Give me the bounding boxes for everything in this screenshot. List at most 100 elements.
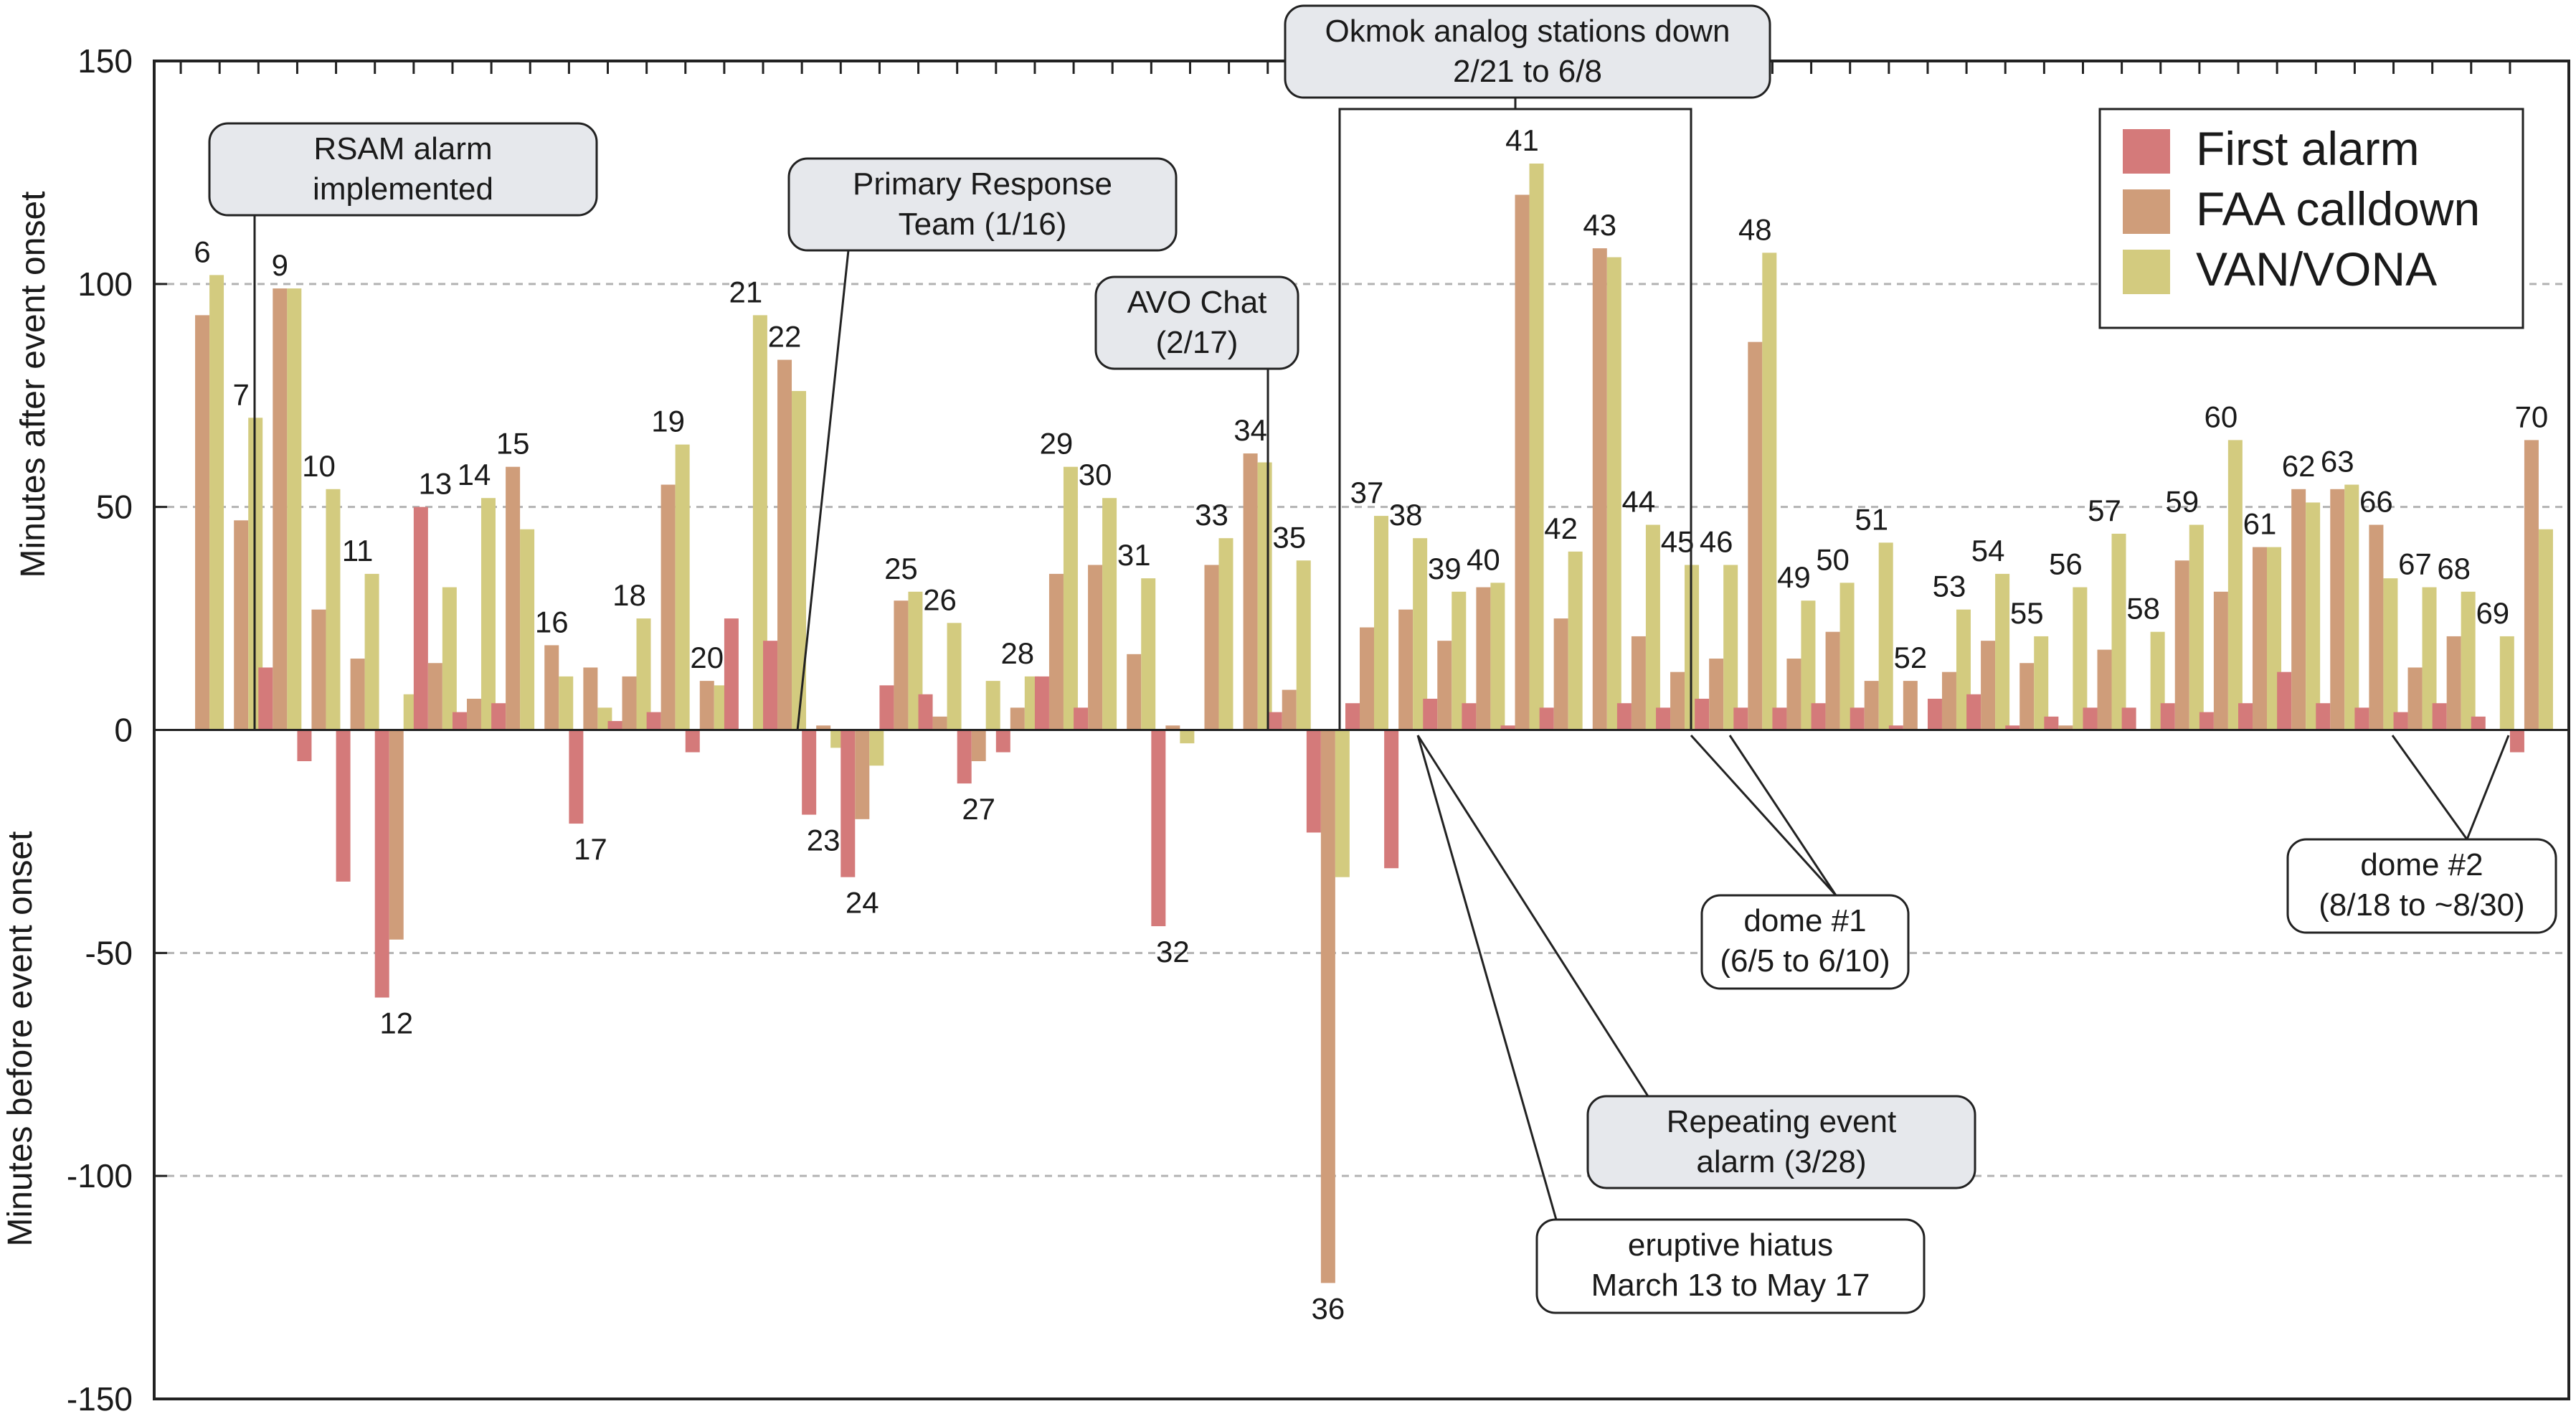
- event-label: 68: [2437, 552, 2471, 585]
- callout-repeat-text: Repeating event: [1667, 1104, 1896, 1139]
- bar-first-alarm-22: [763, 641, 778, 730]
- bar-van-vona-54: [1995, 573, 2010, 730]
- bar-faa-calldown-36: [1320, 730, 1335, 1283]
- bar-first-alarm-12: [374, 730, 389, 998]
- bar-van-vona-19: [675, 444, 690, 730]
- bar-first-alarm-21: [724, 618, 739, 730]
- bar-faa-calldown-56: [2058, 725, 2073, 730]
- callout-hiatus: [1535, 1218, 1926, 1314]
- bar-first-alarm-37: [1345, 703, 1360, 730]
- bar-first-alarm-49: [1772, 707, 1787, 730]
- bar-van-vona-41: [1529, 163, 1544, 730]
- y-tick-label: 100: [77, 265, 133, 303]
- bar-faa-calldown-9: [273, 288, 288, 730]
- bar-first-alarm-14: [452, 712, 467, 730]
- bar-first-alarm-18: [607, 721, 622, 730]
- bar-van-vona-68: [2461, 591, 2476, 730]
- bar-van-vona-55: [2034, 636, 2049, 730]
- callout-hiatus-text: March 13 to May 17: [1591, 1268, 1870, 1303]
- event-label: 28: [1000, 636, 1034, 670]
- event-label: 48: [1738, 212, 1772, 246]
- event-label: 43: [1583, 208, 1616, 242]
- bar-first-alarm-24: [840, 730, 856, 877]
- callout-okmok-text: 2/21 to 6/8: [1453, 54, 1602, 89]
- bar-van-vona-13: [442, 587, 457, 730]
- bar-first-alarm-28: [995, 730, 1010, 753]
- bar-faa-calldown-32: [1165, 725, 1180, 730]
- event-label: 18: [612, 578, 646, 612]
- gridlines: [154, 283, 2569, 1177]
- event-label: 49: [1777, 560, 1811, 594]
- bar-faa-calldown-14: [466, 698, 481, 730]
- bar-faa-calldown-51: [1864, 681, 1879, 730]
- bar-van-vona-69: [2499, 636, 2514, 730]
- bar-faa-calldown-43: [1592, 248, 1607, 730]
- bar-faa-calldown-17: [583, 667, 598, 730]
- bar-van-vona-70: [2538, 529, 2553, 730]
- event-label: 20: [690, 641, 724, 674]
- bar-van-vona-15: [520, 529, 535, 730]
- event-label: 54: [1971, 534, 2005, 567]
- bar-van-vona-40: [1490, 583, 1505, 730]
- event-label: 26: [923, 583, 957, 616]
- bar-first-alarm-10: [297, 730, 312, 762]
- event-label: 38: [1389, 498, 1423, 532]
- event-label: 61: [2243, 507, 2277, 541]
- bar-first-alarm-19: [646, 712, 661, 730]
- event-label: 59: [2165, 485, 2199, 519]
- event-label: 32: [1156, 935, 1190, 968]
- bar-van-vona-60: [2227, 440, 2243, 730]
- event-label: 25: [884, 552, 918, 585]
- bar-faa-calldown-67: [2407, 667, 2423, 730]
- callout-hiatus-text: eruptive hiatus: [1628, 1227, 1833, 1263]
- callout-leader: [1416, 735, 1649, 1097]
- event-label: 24: [846, 886, 879, 920]
- bar-first-alarm-56: [2044, 716, 2059, 730]
- bar-van-vona-18: [636, 618, 651, 730]
- bar-first-alarm-51: [1850, 707, 1865, 730]
- bar-faa-calldown-45: [1670, 671, 1685, 730]
- bar-first-alarm-35: [1267, 712, 1282, 730]
- event-label: 58: [2126, 592, 2160, 626]
- event-label: 41: [1505, 123, 1539, 157]
- bar-van-vona-26: [947, 623, 962, 730]
- bar-faa-calldown-62: [2291, 489, 2306, 730]
- callout-prt-text: Primary Response: [853, 166, 1112, 202]
- bar-van-vona-21: [752, 315, 767, 730]
- callout-dome2-text: dome #2: [2360, 847, 2483, 882]
- bar-van-vona-57: [2111, 533, 2126, 730]
- bar-van-vona-10: [326, 489, 341, 730]
- event-label: 10: [302, 449, 336, 483]
- bar-first-alarm-13: [413, 506, 428, 730]
- event-label: 52: [1893, 641, 1927, 674]
- bar-first-alarm-32: [1151, 730, 1166, 927]
- bar-first-alarm-59: [2160, 703, 2175, 730]
- bar-faa-calldown-44: [1631, 636, 1646, 730]
- bar-first-alarm-36: [1306, 730, 1321, 833]
- bar-faa-calldown-25: [894, 600, 909, 730]
- bar-first-alarm-30: [1074, 707, 1089, 730]
- bar-faa-calldown-20: [699, 681, 714, 730]
- event-label: 51: [1855, 502, 1888, 536]
- callout-dome2: [2286, 838, 2557, 934]
- bar-first-alarm-46: [1695, 698, 1710, 730]
- bar-van-vona-62: [2306, 502, 2321, 730]
- event-label: 40: [1467, 542, 1500, 576]
- bar-van-vona-50: [1839, 583, 1855, 730]
- bar-first-alarm-17: [569, 730, 584, 824]
- bar-faa-calldown-26: [932, 716, 947, 730]
- legend-label: VAN/VONA: [2196, 242, 2437, 296]
- event-label: 70: [2515, 400, 2549, 433]
- bar-faa-calldown-34: [1243, 453, 1258, 730]
- bar-faa-calldown-11: [350, 659, 365, 730]
- bar-first-alarm-40: [1462, 703, 1477, 730]
- event-label: 7: [233, 377, 250, 411]
- y-tick-label: 50: [96, 489, 133, 526]
- bar-faa-calldown-12: [389, 730, 404, 940]
- bar-first-alarm-54: [1966, 694, 1981, 730]
- bar-first-alarm-68: [2432, 703, 2447, 730]
- bar-first-alarm-11: [336, 730, 351, 882]
- bar-faa-calldown-66: [2369, 524, 2384, 730]
- y-tick-label: -50: [85, 934, 133, 971]
